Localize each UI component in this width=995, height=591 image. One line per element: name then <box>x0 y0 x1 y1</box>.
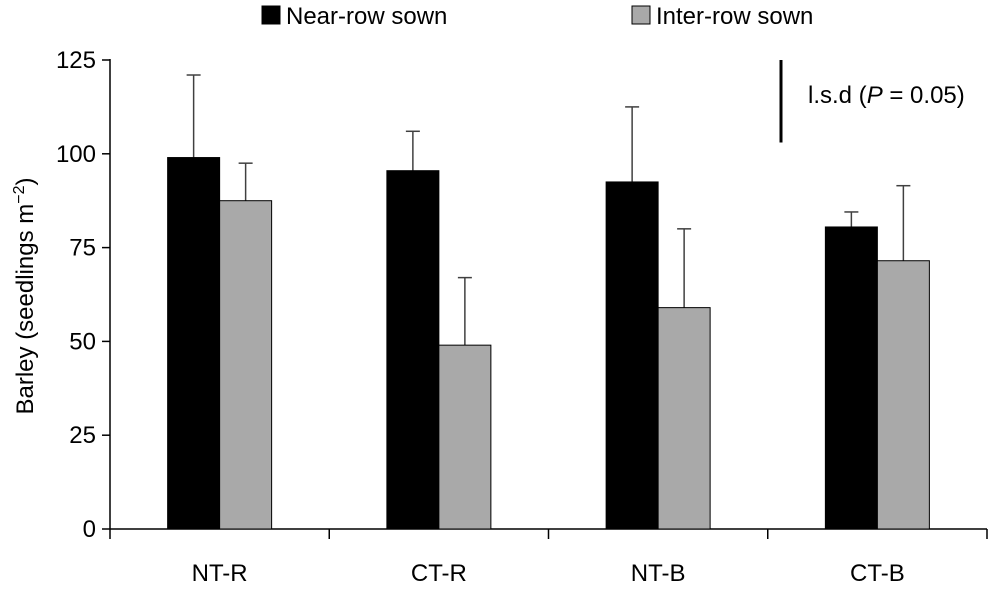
lsd-label: l.s.d (P = 0.05) <box>808 82 965 109</box>
y-tick-label: 25 <box>69 422 96 449</box>
x-tick-label: CT-B <box>850 560 905 587</box>
y-axis-title: Barley (seedlings m−2) <box>11 178 39 415</box>
y-axis-title-superscript: −2 <box>11 185 28 203</box>
y-tick-label: 50 <box>69 328 96 355</box>
bar-inter-row-sown <box>438 344 492 530</box>
bar-inter-row-sown <box>657 307 711 530</box>
y-tick-label: 0 <box>83 516 96 543</box>
x-tick-label: NT-R <box>192 560 248 587</box>
legend-label: Inter-row sown <box>656 3 813 30</box>
bar-near-row-sown <box>167 157 221 530</box>
y-tick-label: 100 <box>56 141 96 168</box>
lsd-indicator: l.s.d (P = 0.05) <box>779 60 965 143</box>
legend-swatch <box>631 5 651 25</box>
legend-label: Near-row sown <box>286 3 447 30</box>
bar-inter-row-sown <box>876 260 930 530</box>
bars <box>167 157 930 530</box>
bar-near-row-sown <box>605 181 659 530</box>
x-tick-label: NT-B <box>631 560 686 587</box>
y-tick-label: 125 <box>56 47 96 74</box>
y-axis-title-group: Barley (seedlings m−2) <box>11 178 39 415</box>
y-axis: 0 25 50 75 100 125 <box>56 47 111 543</box>
legend: Near-row sown Inter-row sown <box>261 3 813 30</box>
y-tick-label: 75 <box>69 235 96 262</box>
x-axis: NT-R CT-R NT-B CT-B <box>109 528 988 587</box>
x-tick-label: CT-R <box>411 560 467 587</box>
bar-near-row-sown <box>824 226 878 530</box>
bar-near-row-sown <box>386 170 440 530</box>
error-bars <box>186 74 911 346</box>
legend-swatch <box>261 5 281 25</box>
bar-inter-row-sown <box>219 200 273 530</box>
